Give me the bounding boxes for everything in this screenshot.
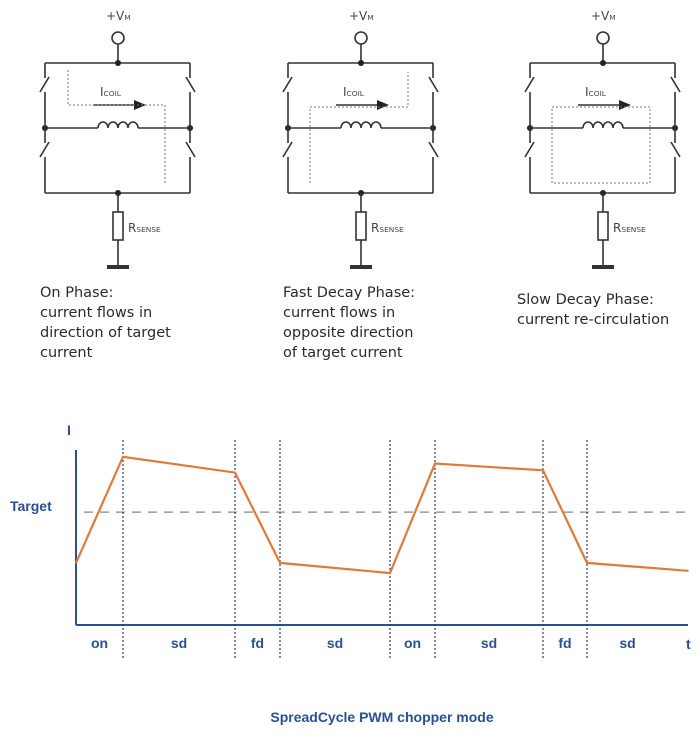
sense-resistor-label: RSENSE bbox=[128, 221, 161, 235]
y-axis-label: I bbox=[67, 422, 71, 438]
caption-line: On Phase: bbox=[40, 285, 113, 301]
switch-icon bbox=[524, 141, 535, 158]
circuit-fast-decay: +VM ICOIL RSENSE Fast Decay Phase: current f… bbox=[282, 9, 439, 361]
inductor-icon bbox=[97, 121, 139, 129]
coil-current-label: ICOIL bbox=[585, 85, 607, 99]
caption-line: current flows in bbox=[283, 305, 395, 321]
node-dot bbox=[600, 60, 606, 66]
waveform-point bbox=[122, 455, 124, 458]
waveform-point bbox=[687, 570, 689, 572]
caption-line: Slow Decay Phase: bbox=[517, 292, 654, 308]
switch-icon bbox=[524, 76, 535, 93]
caption-line: Fast Decay Phase: bbox=[283, 285, 415, 301]
phase-label-fd: fd bbox=[251, 635, 264, 651]
waveform-point bbox=[279, 562, 281, 564]
current-path bbox=[67, 70, 166, 185]
caption-line: current bbox=[40, 345, 93, 361]
current-waveform bbox=[74, 455, 689, 575]
sense-resistor-label: RSENSE bbox=[371, 221, 404, 235]
x-axis-label: t bbox=[686, 636, 691, 652]
phase-label-sd: sd bbox=[327, 635, 343, 651]
coil-current-label: ICOIL bbox=[100, 85, 122, 99]
waveform-point bbox=[542, 469, 544, 472]
caption-line: current re-circulation bbox=[517, 312, 669, 328]
inductor-icon bbox=[340, 121, 382, 129]
switch-icon bbox=[428, 141, 439, 158]
waveform-point bbox=[75, 562, 77, 564]
caption-line: current flows in bbox=[40, 305, 152, 321]
switch-icon bbox=[670, 76, 681, 93]
waveform-point bbox=[234, 471, 236, 474]
arrow-head-icon bbox=[377, 100, 389, 110]
inductor-icon bbox=[582, 121, 624, 129]
node-dot bbox=[115, 60, 121, 66]
switch-icon bbox=[282, 76, 293, 93]
supply-label: +VM bbox=[349, 9, 374, 23]
sense-resistor-icon bbox=[597, 211, 609, 241]
arrow-head-icon bbox=[134, 100, 146, 110]
waveform-point bbox=[434, 462, 436, 465]
current-chart: It Target on sd fd sd on sd fd sd SpreadCycle PWM … bbox=[10, 422, 691, 725]
supply-terminal-icon bbox=[354, 31, 368, 45]
switch-icon bbox=[282, 141, 293, 158]
caption-line: direction of target bbox=[40, 325, 171, 341]
supply-label: +VM bbox=[106, 9, 131, 23]
current-path bbox=[551, 106, 651, 184]
phase-label-fd: fd bbox=[558, 635, 571, 651]
switch-icon bbox=[39, 141, 50, 158]
arrow-head-icon bbox=[619, 100, 631, 110]
switch-icon bbox=[185, 141, 196, 158]
phase-label-sd: sd bbox=[481, 635, 497, 651]
coil-current-label: ICOIL bbox=[343, 85, 365, 99]
current-path bbox=[309, 72, 409, 183]
sense-resistor-label: RSENSE bbox=[613, 221, 646, 235]
switch-icon bbox=[670, 141, 681, 158]
supply-label: +VM bbox=[591, 9, 616, 23]
sense-resistor-icon bbox=[112, 211, 124, 241]
supply-terminal-icon bbox=[111, 31, 125, 45]
phase-label-on: on bbox=[91, 635, 108, 651]
target-label: Target bbox=[10, 498, 52, 514]
waveform-point bbox=[389, 572, 391, 574]
caption-line: of target current bbox=[283, 345, 403, 361]
node-dot bbox=[358, 60, 364, 66]
switch-icon bbox=[39, 76, 50, 93]
caption-line: opposite direction bbox=[283, 325, 414, 341]
waveform-point bbox=[586, 562, 588, 564]
sense-resistor-icon bbox=[355, 211, 367, 241]
h-bridge-circuits: +VM ICOIL RSENSE On Phase: current flows in d… bbox=[39, 9, 681, 361]
switch-icon bbox=[428, 76, 439, 93]
circuit-on: +VM ICOIL RSENSE On Phase: current flows in d… bbox=[39, 9, 196, 361]
circuit-slow-decay: +VM ICOIL RSENSE Slow Decay Phase: current r… bbox=[517, 9, 681, 328]
switch-icon bbox=[185, 76, 196, 93]
phase-label-on: on bbox=[404, 635, 421, 651]
phase-label-sd: sd bbox=[171, 635, 187, 651]
supply-terminal-icon bbox=[596, 31, 610, 45]
phase-label-sd: sd bbox=[619, 635, 635, 651]
chart-title: SpreadCycle PWM chopper mode bbox=[270, 709, 493, 725]
